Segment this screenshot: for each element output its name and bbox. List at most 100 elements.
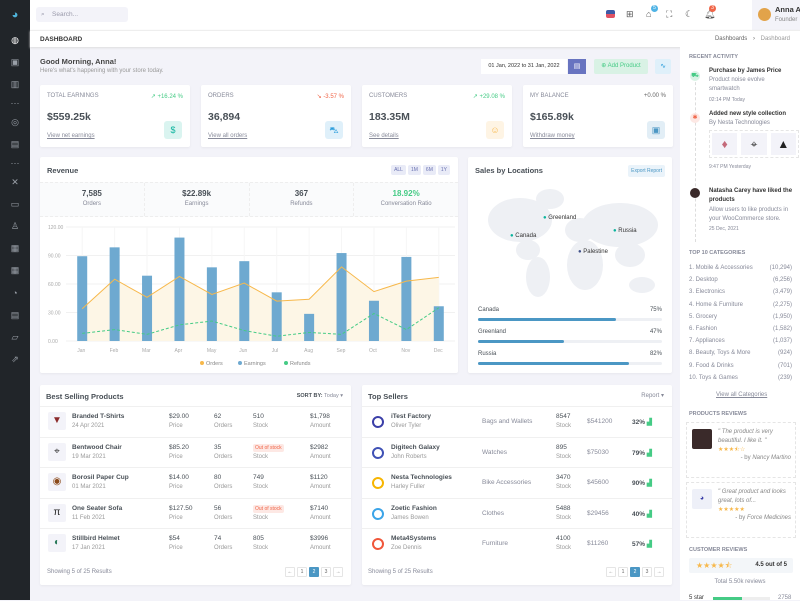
product-name[interactable]: One Seater Sofa: [72, 504, 123, 512]
category-item[interactable]: 5. Grocery (1,950): [689, 314, 792, 320]
user-menu[interactable]: Anna Adame Founder: [752, 0, 800, 30]
cart-icon[interactable]: ⌂: [646, 9, 652, 19]
chart-pie-icon[interactable]: ◔: [12, 288, 18, 298]
layouts-icon[interactable]: ▥: [10, 79, 20, 89]
revenue-title: Revenue: [47, 166, 79, 175]
product-row[interactable]: ⌖ Bentwood Chair 19 Mar 2021 $85.20 Price …: [40, 436, 351, 467]
share-icon[interactable]: ⇗: [11, 354, 19, 364]
page-button[interactable]: ←: [606, 567, 616, 577]
category-item[interactable]: 8. Beauty, Toys & More (924): [689, 350, 792, 356]
product-row[interactable]: π One Seater Sofa 11 Feb 2021 $127.50 Pric…: [40, 497, 351, 528]
calendar-button[interactable]: ▤: [568, 59, 586, 74]
add-product-button[interactable]: ⊕ Add Product: [594, 59, 648, 74]
pages-icon[interactable]: ▤: [10, 139, 20, 149]
marker-label: Greenland: [548, 215, 577, 221]
page-button[interactable]: 2: [309, 567, 319, 577]
stat-link[interactable]: See details: [369, 133, 399, 139]
seller-row[interactable]: Zoetic Fashion James Bowen Clothes 5488 St…: [362, 497, 672, 528]
seller-row[interactable]: Meta4Systems Zoe Dennis Furniture 4100 Sto…: [362, 528, 672, 558]
author-name: Force Medicines: [746, 515, 791, 521]
dark-mode-icon[interactable]: ☾: [685, 9, 694, 19]
dashboard-icon[interactable]: ◍: [11, 35, 19, 45]
flag-us-icon[interactable]: [606, 10, 615, 18]
apps-grid-icon[interactable]: ⊞: [626, 9, 634, 19]
stat-link[interactable]: View all orders: [208, 133, 248, 139]
product-name[interactable]: Borosil Paper Cup: [72, 474, 129, 481]
category-item[interactable]: 6. Fashion (1,582): [689, 326, 792, 332]
product-row[interactable]: ▼ Branded T-Shirts 24 Apr 2021 $29.00 Pric…: [40, 406, 351, 436]
page-button[interactable]: 3: [321, 567, 331, 577]
page-button[interactable]: 1: [297, 567, 307, 577]
jacket-image[interactable]: ♦: [712, 133, 738, 155]
breadcrumb-dashboards[interactable]: Dashboards: [714, 36, 748, 42]
seller-row[interactable]: iTest Factory Oliver Tyler Bags and Walle…: [362, 406, 672, 436]
filter-1y[interactable]: 1Y: [437, 165, 450, 175]
category-item[interactable]: 7. Appliances (1,037): [689, 338, 792, 344]
view-all-categories-link[interactable]: View all Categories: [716, 392, 768, 398]
category-item[interactable]: 1. Mobile & Accessories (10,294): [689, 265, 792, 271]
seller-row[interactable]: Digitech Galaxy John Roberts Watches 895 S…: [362, 436, 672, 467]
page-button[interactable]: →: [654, 567, 664, 577]
map-marker-russia[interactable]: ● Russia: [613, 228, 637, 234]
activity-toggle-button[interactable]: ∿: [655, 59, 671, 74]
bell-icon[interactable]: 🔔︎: [704, 9, 716, 19]
product-row[interactable]: ◉ Borosil Paper Cup 01 Mar 2021 $14.00 Pri…: [40, 467, 351, 497]
seller-name[interactable]: Digitech Galaxy: [391, 443, 440, 451]
map-icon[interactable]: ▱: [11, 332, 19, 342]
seller-row[interactable]: Nesta Technologies Harley Fuller Bike Acc…: [362, 467, 672, 497]
category-count: (701): [777, 362, 792, 369]
product-name[interactable]: Bentwood Chair: [72, 443, 122, 451]
orders-label: Orders: [214, 423, 233, 429]
activity-time: 9:47 PM Yesterday: [709, 164, 751, 170]
category-item[interactable]: 4. Home & Furniture (2,275): [689, 302, 792, 308]
page-button[interactable]: →: [333, 567, 343, 577]
logo-icon[interactable]: ◕: [11, 9, 19, 21]
more-dots-icon: ···: [10, 98, 20, 108]
product-row[interactable]: ◐ Stillbird Helmet 17 Jan 2021 $54 Price 7…: [40, 528, 351, 558]
filter-all[interactable]: ALL: [391, 165, 406, 175]
activity-desc: By Nesta Technologies: [709, 120, 770, 126]
date-range-picker[interactable]: 01 Jan, 2022 to 31 Jan, 2022: [481, 59, 567, 74]
category-item[interactable]: 3. Electronics (3,479): [689, 289, 792, 295]
report-dropdown[interactable]: Report ▾: [641, 392, 664, 399]
seller-name[interactable]: Meta4Systems: [391, 535, 437, 542]
page-button[interactable]: 2: [630, 567, 640, 577]
seller-name[interactable]: iTest Factory: [391, 413, 431, 420]
stat-link[interactable]: View net earnings: [47, 133, 95, 139]
apps-icon[interactable]: ▣: [10, 57, 20, 67]
category-item[interactable]: 2. Desktop (6,256): [689, 277, 792, 283]
amount: $2982: [310, 443, 329, 451]
seller-name[interactable]: Nesta Technologies: [391, 474, 452, 481]
table-icon[interactable]: ▦: [10, 265, 20, 275]
tools-icon[interactable]: ✕: [11, 177, 19, 187]
seller-logo-icon: [372, 477, 384, 489]
world-map[interactable]: [480, 185, 660, 300]
page-button[interactable]: 3: [642, 567, 652, 577]
stat-link[interactable]: Withdraw money: [530, 133, 575, 139]
map-marker-palestine[interactable]: ● Palestine: [578, 249, 608, 255]
account-icon[interactable]: ◎: [11, 117, 19, 127]
camera-image[interactable]: ⌖: [741, 133, 767, 155]
filter-6m[interactable]: 6M: [422, 165, 436, 175]
briefcase-icon[interactable]: ▭: [10, 199, 20, 209]
filter-1m[interactable]: 1M: [407, 165, 421, 175]
folder-icon[interactable]: ▦: [10, 243, 20, 253]
category-count: (1,950): [772, 313, 792, 320]
sort-dropdown[interactable]: SORT BY: Today ▾: [297, 393, 343, 399]
page-button[interactable]: ←: [285, 567, 295, 577]
product-name[interactable]: Branded T-Shirts: [72, 413, 125, 420]
category-item[interactable]: 9. Food & Drinks (701): [689, 363, 792, 369]
product-name[interactable]: Stillbird Helmet: [72, 535, 120, 542]
bar-chart-icon: ▟: [646, 510, 652, 518]
calendar-icon[interactable]: ▤: [10, 310, 20, 320]
fullscreen-icon[interactable]: ⛶: [666, 9, 673, 19]
export-report-button[interactable]: Export Report: [628, 165, 665, 177]
page-button[interactable]: 1: [618, 567, 628, 577]
category-item[interactable]: 10. Toys & Games (239): [689, 375, 792, 381]
user-icon[interactable]: ♙: [10, 221, 20, 231]
bag-image[interactable]: ▲: [770, 133, 796, 155]
seller-name[interactable]: Zoetic Fashion: [391, 504, 437, 512]
search-input[interactable]: ⌕ Search...: [36, 7, 128, 22]
map-marker-canada[interactable]: ● Canada: [510, 233, 537, 239]
map-marker-greenland[interactable]: ● Greenland: [543, 215, 577, 221]
